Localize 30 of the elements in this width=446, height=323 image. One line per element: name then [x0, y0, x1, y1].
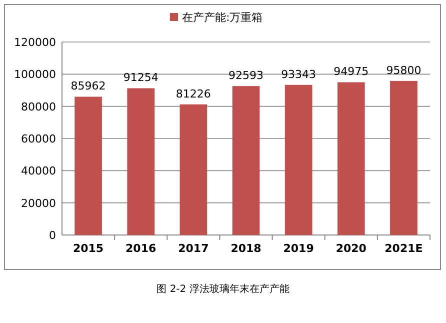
x-tick-label: 2020	[336, 242, 367, 255]
bar	[390, 80, 418, 235]
y-tick-label: 60000	[21, 132, 56, 146]
x-tick-label: 2015	[72, 242, 104, 255]
data-label: 94975	[334, 65, 369, 78]
bar	[127, 88, 155, 235]
bar	[284, 84, 312, 235]
bar	[337, 82, 365, 235]
data-label: 93343	[281, 68, 316, 81]
data-label: 91254	[123, 71, 158, 84]
legend-label: 在产产能:万重箱	[182, 11, 263, 24]
y-tick-label: 0	[49, 229, 56, 242]
data-label: 81226	[176, 87, 211, 100]
data-label: 95800	[386, 64, 422, 77]
x-tick-label: 2018	[230, 242, 262, 255]
y-tick-label: 120000	[14, 36, 56, 49]
y-tick-label: 80000	[21, 100, 56, 114]
y-tick-label: 20000	[21, 196, 56, 210]
caption: 图 2-2 浮法玻璃年末在产产能	[156, 283, 290, 295]
y-tick-label: 40000	[21, 164, 56, 178]
bar	[232, 86, 260, 235]
x-tick-label: 2021E	[384, 242, 423, 255]
data-label: 85962	[70, 80, 106, 93]
bar	[180, 104, 208, 235]
data-label: 92593	[228, 69, 264, 82]
x-tick-label: 2019	[283, 242, 314, 255]
x-tick-label: 2016	[126, 242, 157, 255]
x-tick-label: 2017	[178, 242, 209, 255]
bar	[74, 96, 102, 235]
y-tick-label: 100000	[14, 68, 56, 82]
